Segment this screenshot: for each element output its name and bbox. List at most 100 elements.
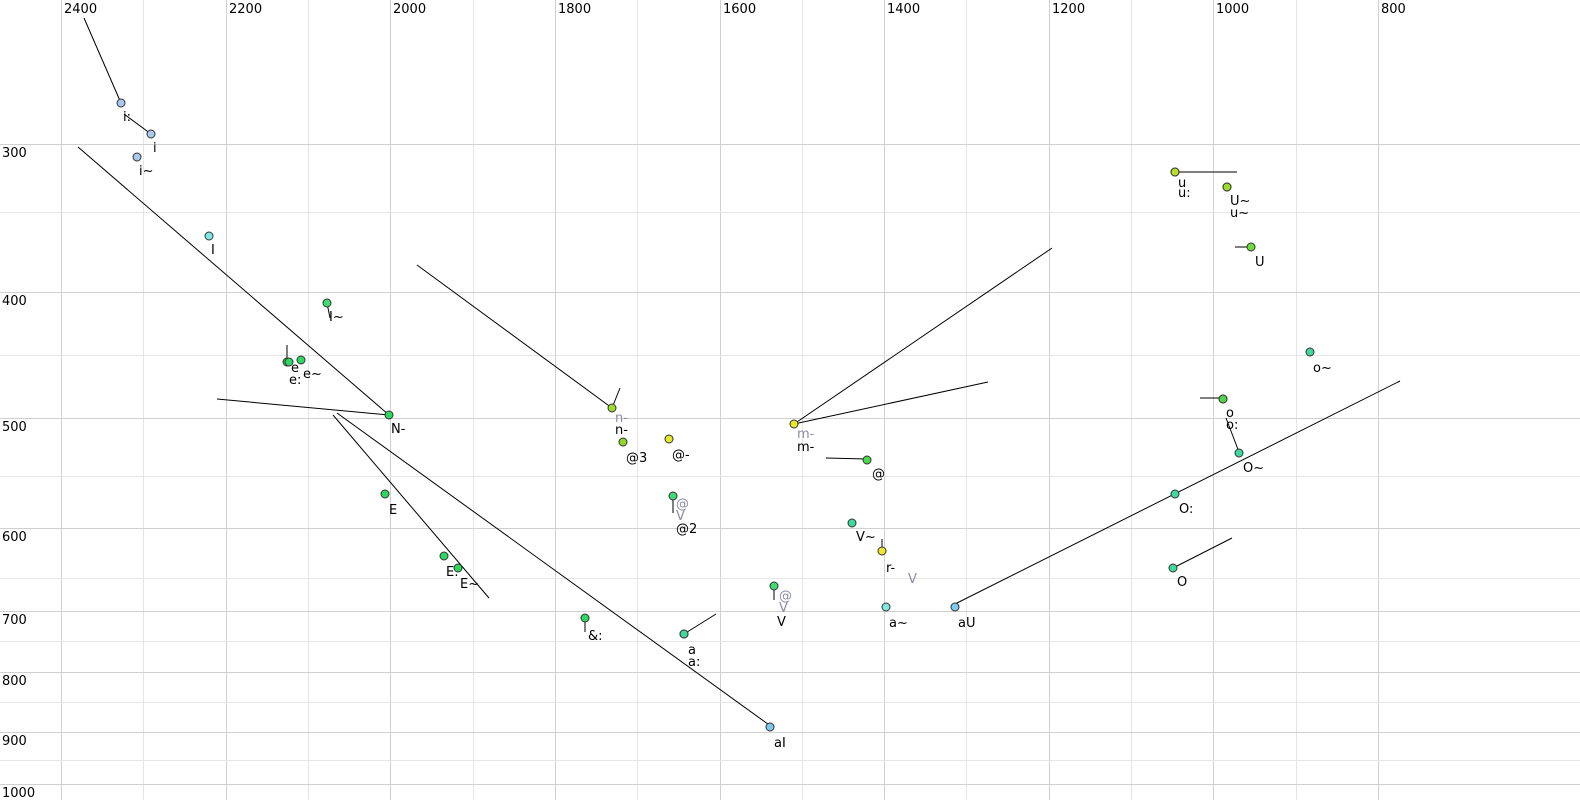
ghost-label-_-2: @ xyxy=(676,497,689,512)
data-point-E[interactable] xyxy=(380,489,390,499)
gridline-vertical-1600 xyxy=(720,0,721,800)
x-axis-tick-label-1600: 1600 xyxy=(723,2,757,17)
point-label-E_: E~ xyxy=(460,577,480,592)
data-point-i[interactable] xyxy=(146,129,156,139)
data-point-i_[interactable] xyxy=(116,98,126,108)
point-label-_2: @2 xyxy=(676,522,698,537)
point-label-V_: V~ xyxy=(856,530,876,545)
trace-I-trace xyxy=(77,146,390,416)
data-point-e_[interactable] xyxy=(296,355,306,365)
data-point-i_[interactable] xyxy=(132,152,142,162)
gridline-vertical-2400 xyxy=(61,0,62,800)
data-point-I_[interactable] xyxy=(322,298,332,308)
data-point-I[interactable] xyxy=(204,231,214,241)
gridline-vertical-1000 xyxy=(1213,0,1214,800)
y-axis-tick-label-500: 500 xyxy=(2,420,27,435)
gridline-vertical-2200 xyxy=(226,0,227,800)
data-point-a_[interactable] xyxy=(881,602,891,612)
data-point-__[interactable] xyxy=(580,613,590,623)
trace-a-tick xyxy=(683,613,717,635)
gridline-vertical-1300 xyxy=(966,0,967,800)
ghost-label-V-3: V xyxy=(676,509,685,524)
y-axis-tick-label-600: 600 xyxy=(2,530,27,545)
data-point-_[interactable] xyxy=(862,455,872,465)
data-point-u[interactable] xyxy=(1170,167,1180,177)
point-label-E: E xyxy=(389,503,398,518)
data-point-V_[interactable] xyxy=(847,518,857,528)
gridline-horizontal-400 xyxy=(0,292,1580,293)
point-label-O_: O~ xyxy=(1243,461,1265,476)
data-point-O_[interactable] xyxy=(1170,489,1180,499)
gridline-vertical-1400 xyxy=(884,0,885,800)
ghost-label-V-5: V xyxy=(779,601,788,616)
data-point-E_[interactable] xyxy=(453,563,463,573)
point-label-O_: O: xyxy=(1179,502,1194,517)
data-point-o_[interactable] xyxy=(1218,394,1228,404)
gridline-vertical-2100 xyxy=(308,0,309,800)
data-point-O_[interactable] xyxy=(1234,448,1244,458)
point-label-n_: n- xyxy=(615,423,628,438)
y-axis-tick-label-900: 900 xyxy=(2,734,27,749)
gridline-horizontal-600 xyxy=(0,528,1580,529)
gridline-horizontal-850 xyxy=(0,702,1580,703)
gridline-horizontal-900 xyxy=(0,732,1580,733)
point-label-o: o xyxy=(1226,406,1234,421)
gridline-horizontal-750 xyxy=(0,641,1580,642)
data-point-e[interactable] xyxy=(284,357,294,367)
point-label-U_: U~ xyxy=(1230,194,1251,209)
trace-m-up xyxy=(793,247,1053,425)
gridline-horizontal-800 xyxy=(0,672,1580,673)
data-point-aU[interactable] xyxy=(950,602,960,612)
data-point-u_[interactable] xyxy=(1222,182,1232,192)
x-axis-tick-label-1800: 1800 xyxy=(558,2,592,17)
point-label-U: U xyxy=(1255,255,1265,270)
data-point-a_[interactable] xyxy=(679,629,689,639)
data-point-_3[interactable] xyxy=(618,437,628,447)
point-label-e_: e~ xyxy=(303,367,322,382)
data-point-U[interactable] xyxy=(1246,242,1256,252)
y-axis-tick-label-300: 300 xyxy=(2,146,27,161)
gridline-vertical-1700 xyxy=(637,0,638,800)
point-label-a: a xyxy=(688,643,696,658)
y-axis-tick-label-800: 800 xyxy=(2,674,27,689)
y-axis-tick-label-700: 700 xyxy=(2,613,27,628)
point-label-e: e xyxy=(291,361,299,376)
gridline-vertical-1800 xyxy=(555,0,556,800)
point-label-V: V xyxy=(777,615,786,630)
gridline-horizontal-650 xyxy=(0,578,1580,579)
trace-E-long xyxy=(332,414,490,599)
x-axis-tick-label-1400: 1400 xyxy=(887,2,921,17)
gridline-vertical-2300 xyxy=(143,0,144,800)
data-point-_2[interactable] xyxy=(668,491,678,501)
data-point-aI[interactable] xyxy=(765,722,775,732)
data-point-r_[interactable] xyxy=(877,546,887,556)
trace-i:-trace xyxy=(83,17,122,104)
data-point-__[interactable] xyxy=(664,434,674,444)
gridline-vertical-800 xyxy=(1378,0,1379,800)
point-label-m_: m- xyxy=(797,440,815,455)
data-point-N_[interactable] xyxy=(384,410,394,420)
point-label-e_: e: xyxy=(289,373,302,388)
point-label-N_: N- xyxy=(391,422,406,437)
gridline-horizontal-500 xyxy=(0,418,1580,419)
data-point-E_[interactable] xyxy=(439,551,449,561)
data-point-n_[interactable] xyxy=(607,403,617,413)
x-axis-tick-label-2400: 2400 xyxy=(64,2,98,17)
point-label-__: @- xyxy=(672,448,690,463)
point-label-u_: u~ xyxy=(1230,206,1250,221)
gridline-horizontal-450 xyxy=(0,355,1580,356)
data-point-V[interactable] xyxy=(769,581,779,591)
trace-O-diag xyxy=(1172,537,1233,569)
gridline-vertical-1500 xyxy=(802,0,803,800)
data-point-m_[interactable] xyxy=(789,419,799,429)
point-label-o_: o~ xyxy=(1313,361,1332,376)
point-label-i_: i~ xyxy=(139,164,154,179)
trace-n-trace xyxy=(416,264,613,409)
data-point-o_[interactable] xyxy=(1305,347,1315,357)
ghost-label-V-6: V xyxy=(908,572,917,587)
point-label-r_: r- xyxy=(886,561,896,576)
trace-@-bar xyxy=(825,457,868,460)
data-point-O[interactable] xyxy=(1168,563,1178,573)
ghost-label-m_-1: m- xyxy=(797,427,815,442)
